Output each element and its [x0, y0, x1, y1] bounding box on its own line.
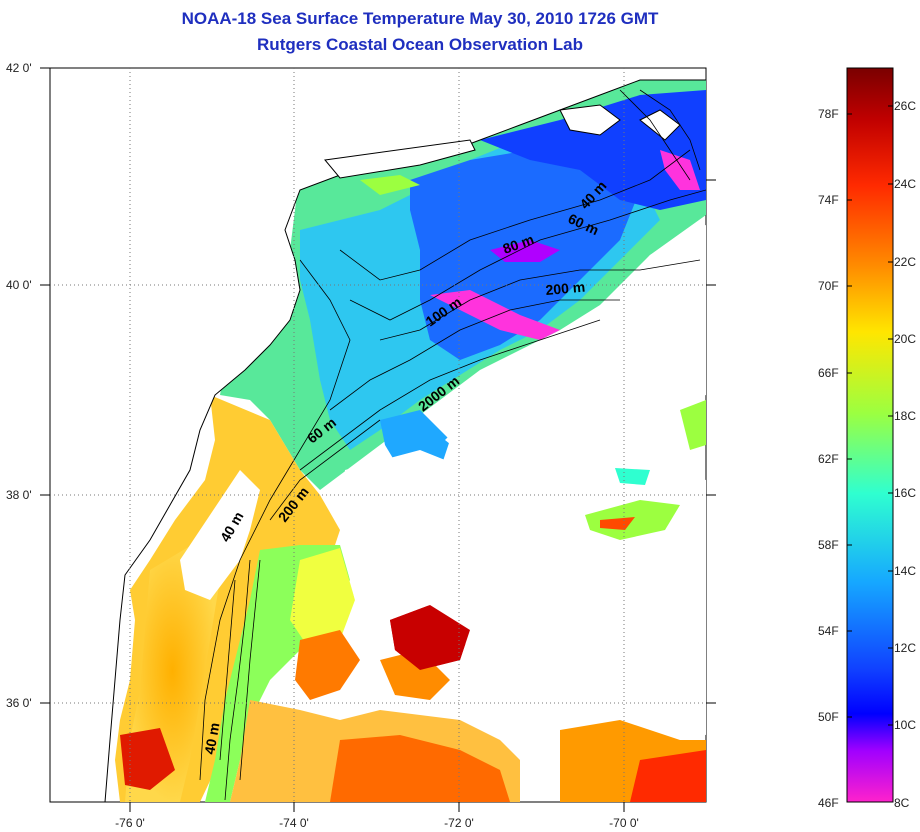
graticule	[50, 68, 706, 802]
colorbar-f-label: 78F	[818, 107, 839, 121]
colorbar-f-label: 62F	[818, 452, 839, 466]
lat-label: 42 0'	[6, 61, 32, 75]
map-title: NOAA-18 Sea Surface Temperature May 30, …	[181, 9, 659, 28]
colorbar-c-label: 24C	[894, 177, 917, 191]
colorbar-f-label: 58F	[818, 538, 839, 552]
colorbar-c-label: 12C	[894, 641, 917, 655]
colorbar-f-label: 50F	[818, 710, 839, 724]
colorbar-c-label: 20C	[894, 332, 917, 346]
lon-label: -72 0'	[444, 816, 474, 830]
colorbar-c-label: 16C	[894, 486, 917, 500]
coastline	[50, 68, 706, 802]
colorbar-f-label: 46F	[818, 796, 839, 810]
lat-label: 36 0'	[6, 696, 32, 710]
colorbar-c-label: 14C	[894, 564, 917, 578]
colorbar-c-label: 22C	[894, 255, 917, 269]
lon-label: -70 0'	[609, 816, 639, 830]
lat-label: 38 0'	[6, 488, 32, 502]
colorbar-f-label: 54F	[818, 624, 839, 638]
colorbar-f-label: 74F	[818, 193, 839, 207]
colorbar-c-label: 18C	[894, 409, 917, 423]
map-subtitle: Rutgers Coastal Ocean Observation Lab	[257, 35, 583, 54]
colorbar	[846, 67, 894, 803]
colorbar-f-label: 70F	[818, 279, 839, 293]
lon-label: -74 0'	[279, 816, 309, 830]
isobath-label: 40 m	[201, 721, 222, 755]
colorbar-c-label: 10C	[894, 718, 917, 732]
colorbar-ticks	[847, 105, 893, 726]
colorbar-c-label: 26C	[894, 99, 917, 113]
colorbar-f-label: 66F	[818, 366, 839, 380]
colorbar-c-label: 8C	[894, 796, 910, 810]
lon-label: -76 0'	[115, 816, 145, 830]
isobaths	[199, 89, 706, 801]
lat-label: 40 0'	[6, 278, 32, 292]
isobath-label: 200 m	[545, 279, 586, 298]
axis-ticks	[40, 67, 716, 812]
